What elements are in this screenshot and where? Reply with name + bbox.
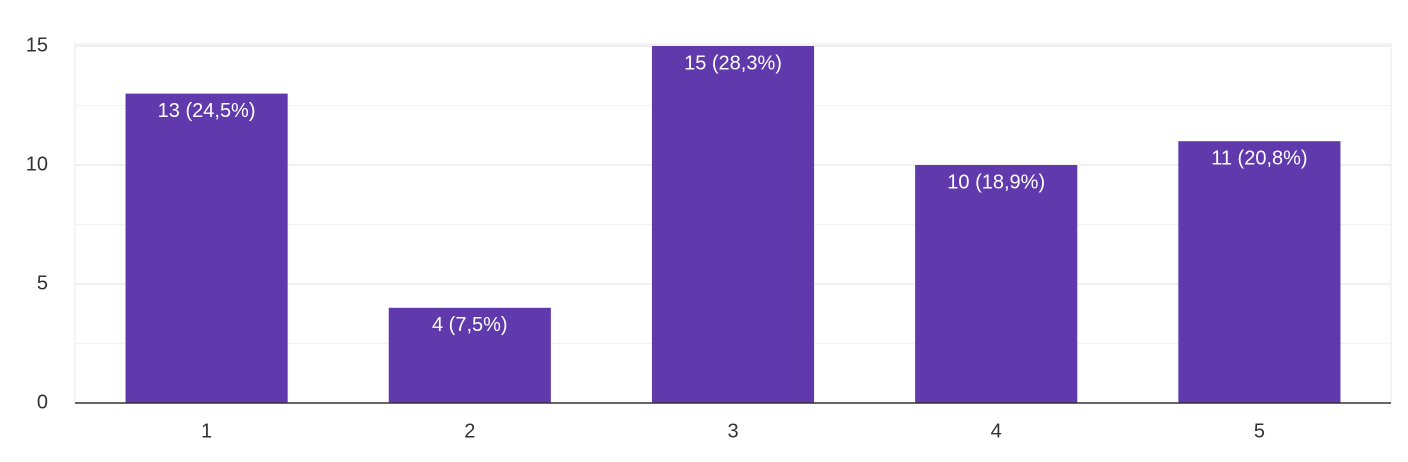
x-tick-label: 3 <box>727 420 738 442</box>
x-tick-label: 1 <box>201 420 212 442</box>
value-label: 11 (20,8%) <box>1211 147 1307 169</box>
y-tick-label: 0 <box>37 391 48 413</box>
bar <box>388 307 551 403</box>
value-label: 4 (7,5%) <box>432 314 508 336</box>
bar <box>651 46 815 403</box>
x-tick-label: 4 <box>991 420 1002 442</box>
x-tick-label: 5 <box>1254 420 1265 442</box>
value-label: 13 (24,5%) <box>158 100 256 122</box>
y-tick-label: 10 <box>26 153 48 175</box>
value-label: 15 (28,3%) <box>684 52 782 74</box>
y-tick-label: 15 <box>26 34 48 56</box>
value-label: 10 (18,9%) <box>947 171 1045 193</box>
bar <box>915 165 1078 403</box>
bar <box>1178 141 1341 403</box>
bar <box>125 93 288 403</box>
y-tick-label: 5 <box>37 272 48 294</box>
x-tick-label: 2 <box>464 420 475 442</box>
